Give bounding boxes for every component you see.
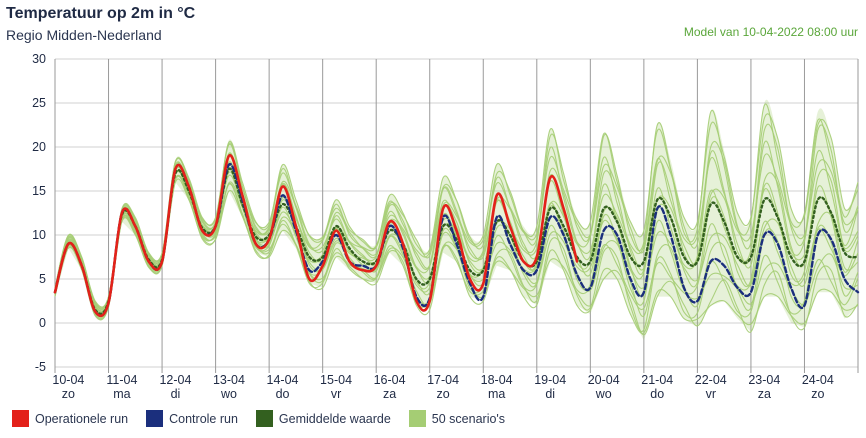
legend-item-control[interactable]: Controle run	[146, 410, 238, 427]
x-tick-date: 13-04	[213, 373, 245, 387]
x-tick-date: 17-04	[427, 373, 459, 387]
x-tick-day: zo	[437, 387, 450, 401]
legend-item-operational[interactable]: Operationele run	[12, 410, 128, 427]
scenario-envelope	[55, 99, 858, 341]
legend-label-scenarios: 50 scenario's	[431, 411, 506, 426]
x-tick-day: di	[545, 387, 555, 401]
legend-label-operational: Operationele run	[35, 411, 129, 426]
x-tick-date: 20-04	[588, 373, 620, 387]
y-tick-label: 5	[39, 272, 46, 286]
legend-swatch-mean	[255, 410, 273, 427]
scenario-line	[54, 123, 859, 310]
legend-swatch-operational	[12, 410, 29, 427]
region-subtitle: Regio Midden-Nederland	[6, 27, 162, 43]
x-tick-date: 23-04	[748, 373, 780, 387]
scenario-line	[54, 113, 859, 308]
x-tick-day: ma	[113, 387, 130, 401]
x-tick-day: za	[383, 387, 396, 401]
x-tick-date: 22-04	[695, 373, 727, 387]
x-tick-date: 18-04	[481, 373, 513, 387]
scenario-line	[54, 103, 859, 309]
y-tick-label: 25	[32, 96, 46, 110]
x-tick-date: 14-04	[267, 373, 299, 387]
legend-label-mean: Gemiddelde waarde	[278, 411, 391, 426]
y-tick-label: -5	[35, 360, 46, 374]
x-tick-date: 11-04	[106, 373, 137, 387]
x-tick-day: zo	[62, 387, 75, 401]
scenario-line	[54, 178, 859, 334]
x-tick-day: ma	[488, 387, 505, 401]
x-tick-date: 24-04	[802, 373, 834, 387]
y-tick-label: 10	[32, 228, 46, 242]
x-tick-date: 16-04	[374, 373, 406, 387]
x-tick-day: vr	[331, 387, 341, 401]
x-tick-day: do	[650, 387, 664, 401]
scenario-band	[54, 99, 859, 341]
y-tick-label: 0	[39, 316, 46, 330]
y-tick-label: 30	[32, 52, 46, 66]
series-operational-line	[53, 154, 579, 318]
legend-item-scenarios[interactable]: 50 scenario's	[408, 410, 506, 427]
y-tick-label: 20	[32, 140, 46, 154]
temperature-chart: -505101520253010-04zo11-04ma12-04di13-04…	[32, 52, 860, 401]
x-tick-day: zo	[811, 387, 824, 401]
x-tick-day: wo	[595, 387, 612, 401]
x-tick-date: 10-04	[52, 373, 84, 387]
x-tick-date: 12-04	[159, 373, 191, 387]
x-tick-date: 15-04	[320, 373, 352, 387]
legend: Operationele run Controle run Gemiddelde…	[12, 410, 523, 427]
legend-swatch-control	[146, 410, 164, 427]
scenario-line	[54, 175, 859, 332]
legend-swatch-scenarios	[408, 410, 426, 427]
x-tick-day: za	[758, 387, 771, 401]
legend-item-mean[interactable]: Gemiddelde waarde	[255, 410, 391, 427]
x-tick-date: 21-04	[641, 373, 673, 387]
legend-label-control: Controle run	[169, 411, 238, 426]
x-tick-day: wo	[220, 387, 237, 401]
x-tick-day: do	[276, 387, 290, 401]
chart-title: Temperatuur op 2m in °C	[6, 5, 196, 22]
x-tick-date: 19-04	[534, 373, 566, 387]
x-tick-day: vr	[706, 387, 716, 401]
x-tick-day: di	[171, 387, 181, 401]
y-tick-label: 15	[32, 184, 46, 198]
model-run-timestamp: Model van 10-04-2022 08:00 uur	[683, 25, 858, 39]
